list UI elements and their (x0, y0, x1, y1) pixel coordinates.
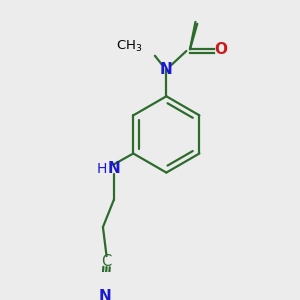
Text: N: N (160, 61, 173, 76)
Text: C: C (101, 254, 112, 269)
Text: H: H (96, 162, 106, 176)
Text: N: N (107, 161, 120, 176)
Text: N: N (98, 289, 111, 300)
Text: CH$_3$: CH$_3$ (116, 39, 142, 54)
Text: O: O (214, 42, 227, 57)
